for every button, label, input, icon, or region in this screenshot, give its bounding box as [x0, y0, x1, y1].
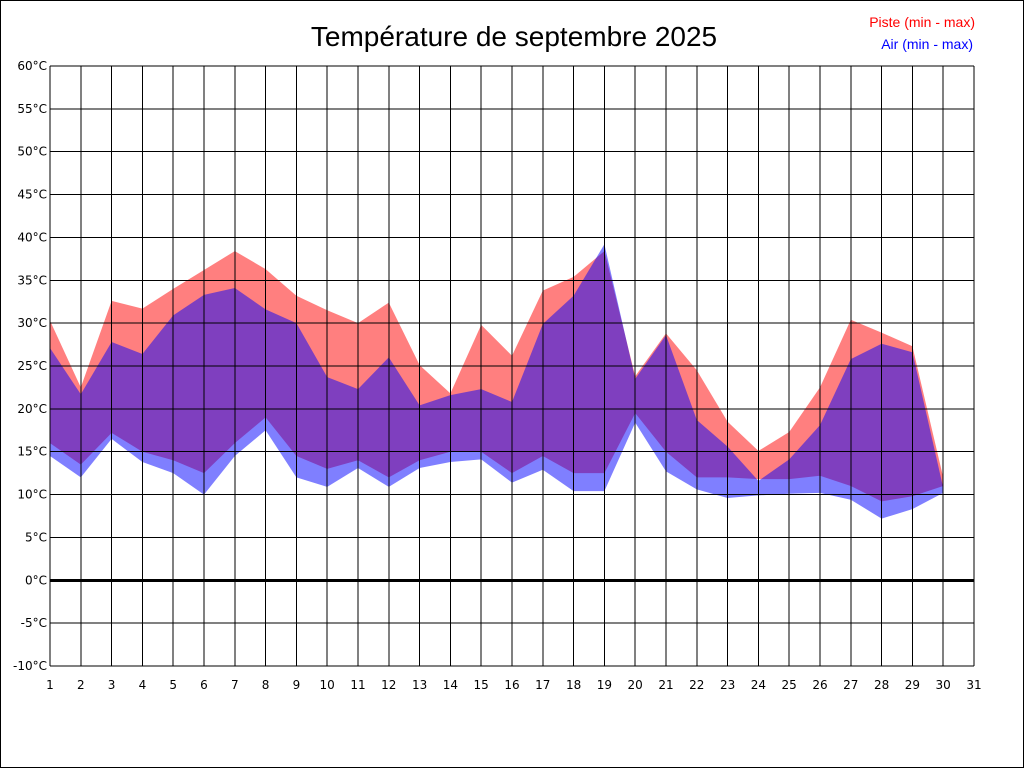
- x-tick-label: 12: [381, 678, 396, 692]
- y-tick-label: 60°C: [17, 59, 47, 73]
- x-tick-label: 3: [108, 678, 116, 692]
- y-tick-label: -10°C: [13, 659, 47, 673]
- x-tick-label: 10: [320, 678, 335, 692]
- x-tick-label: 14: [443, 678, 458, 692]
- y-tick-label: 50°C: [17, 145, 47, 159]
- x-tick-label: 17: [535, 678, 550, 692]
- x-tick-label: 25: [782, 678, 797, 692]
- y-tick-label: 35°C: [17, 273, 47, 287]
- x-tick-label: 6: [200, 678, 208, 692]
- grid-lines: [49, 65, 975, 667]
- y-tick-label: 40°C: [17, 230, 47, 244]
- chart-title: Température de septembre 2025: [311, 21, 717, 52]
- x-tick-label: 29: [905, 678, 920, 692]
- x-tick-label: 28: [874, 678, 889, 692]
- y-tick-label: 15°C: [17, 445, 47, 459]
- x-tick-label: 23: [720, 678, 735, 692]
- y-tick-labels: 60°C 55°C 50°C 45°C 40°C 35°C 30°C 25°C 20°C 15°C…: [13, 59, 47, 673]
- y-tick-label: 25°C: [17, 359, 47, 373]
- x-tick-label: 4: [139, 678, 147, 692]
- x-tick-label: 22: [689, 678, 704, 692]
- x-tick-label: 19: [597, 678, 612, 692]
- y-tick-label: 20°C: [17, 402, 47, 416]
- x-tick-label: 9: [293, 678, 301, 692]
- x-tick-labels: 1 2 3 4 5 6 7 8 9 10 11 12 13 14 15 16 17 18 19 20 21 22 23 24 2…: [46, 678, 981, 692]
- legend-piste: Piste (min - max): [869, 14, 975, 30]
- x-tick-label: 7: [231, 678, 239, 692]
- x-tick-label: 15: [474, 678, 489, 692]
- y-tick-label: 45°C: [17, 188, 47, 202]
- x-tick-label: 5: [169, 678, 177, 692]
- y-tick-label: 5°C: [25, 530, 47, 544]
- x-tick-label: 1: [46, 678, 54, 692]
- x-tick-label: 18: [566, 678, 581, 692]
- x-tick-label: 2: [77, 678, 85, 692]
- area-series: [50, 244, 944, 519]
- y-tick-label: 55°C: [17, 102, 47, 116]
- x-tick-label: 8: [262, 678, 270, 692]
- legend-air: Air (min - max): [881, 36, 973, 52]
- x-tick-label: 27: [843, 678, 858, 692]
- x-tick-label: 11: [350, 678, 365, 692]
- y-tick-label: -5°C: [21, 616, 47, 630]
- area-air: [50, 244, 944, 519]
- y-tick-label: 30°C: [17, 316, 47, 330]
- x-tick-label: 31: [966, 678, 981, 692]
- y-tick-label: 0°C: [25, 573, 47, 587]
- x-tick-label: 26: [812, 678, 827, 692]
- x-tick-label: 30: [936, 678, 951, 692]
- x-tick-label: 20: [628, 678, 643, 692]
- x-tick-label: 21: [658, 678, 673, 692]
- x-tick-label: 13: [412, 678, 427, 692]
- x-tick-label: 16: [504, 678, 519, 692]
- y-tick-label: 10°C: [17, 488, 47, 502]
- x-tick-label: 24: [751, 678, 766, 692]
